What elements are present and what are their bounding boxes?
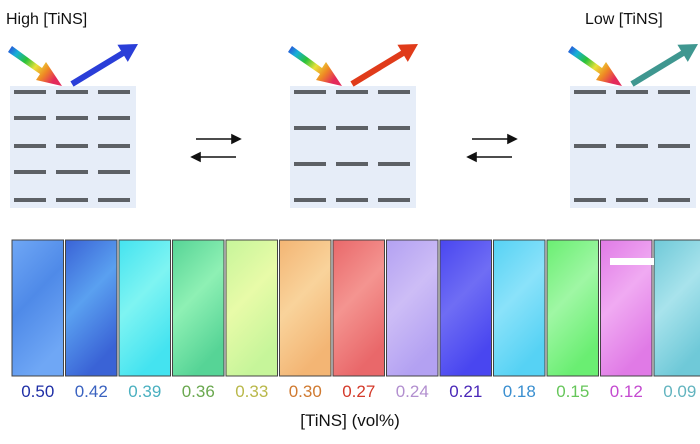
color-swatch <box>493 239 546 377</box>
color-swatch-strip <box>11 239 700 377</box>
concentration-value: 0.39 <box>128 382 162 401</box>
nanosheet-layer <box>616 198 648 202</box>
color-swatch <box>11 239 64 377</box>
nanosheet-layer <box>658 198 690 202</box>
concentration-value: 0.18 <box>502 382 536 401</box>
color-swatch <box>386 239 439 377</box>
nanosheet-layer <box>294 198 326 202</box>
concentration-value: 0.30 <box>288 382 322 401</box>
equilibrium-arrows-left <box>190 133 242 163</box>
nanosheet-layer <box>56 198 88 202</box>
nanosheet-layer <box>658 144 690 148</box>
nanosheet-layer <box>574 144 606 148</box>
concentration-value: 0.36 <box>181 382 215 401</box>
incident-light-arrow <box>568 46 622 86</box>
concentration-value: 0.15 <box>556 382 590 401</box>
concentration-value: 0.27 <box>342 382 376 401</box>
nanosheet-layer <box>56 144 88 148</box>
color-swatch <box>332 239 385 377</box>
nanosheet-layer <box>574 90 606 94</box>
color-swatch <box>546 239 599 377</box>
panel-mid <box>288 44 418 208</box>
nanosheet-layer <box>378 90 410 94</box>
scale-bar <box>610 258 654 265</box>
nanosheet-layer <box>658 90 690 94</box>
panel-low <box>568 44 698 208</box>
nanosheet-layer <box>378 198 410 202</box>
nanosheet-layer <box>98 198 130 202</box>
nanosheet-layer <box>378 126 410 130</box>
axis-label: [TiNS] (vol%) <box>300 411 400 430</box>
reflected-light-arrow <box>350 44 418 87</box>
nanosheet-layer <box>98 144 130 148</box>
equilibrium-arrows-right <box>466 133 518 163</box>
nanosheet-layer <box>294 90 326 94</box>
color-swatch <box>279 239 332 377</box>
nanosheet-layer <box>378 162 410 166</box>
low-concentration-label: Low [TiNS] <box>585 11 663 28</box>
nanosheet-layer <box>336 198 368 202</box>
concentration-value: 0.50 <box>21 382 55 401</box>
nanosheet-layer <box>56 90 88 94</box>
color-swatch <box>225 239 278 377</box>
concentration-value: 0.24 <box>395 382 429 401</box>
incident-light-arrow <box>8 46 62 86</box>
nanosheet-layer <box>14 116 46 120</box>
concentration-value: 0.42 <box>74 382 108 401</box>
nanosheet-layer <box>98 170 130 174</box>
nanosheet-layer <box>294 162 326 166</box>
nanosheet-layer <box>98 116 130 120</box>
color-swatch <box>118 239 171 377</box>
nanosheet-layer <box>14 144 46 148</box>
nanosheet-layer <box>56 116 88 120</box>
nanosheet-layer <box>616 90 648 94</box>
incident-light-arrow <box>288 46 342 86</box>
concentration-value: 0.12 <box>609 382 643 401</box>
panel-box <box>290 86 416 208</box>
color-swatch <box>439 239 492 377</box>
nanosheet-layer <box>574 198 606 202</box>
nanosheet-layer <box>616 144 648 148</box>
nanosheet-layer <box>294 126 326 130</box>
layer-panels <box>8 44 698 208</box>
nanosheet-layer <box>14 198 46 202</box>
nanosheet-layer <box>98 90 130 94</box>
nanosheet-layer <box>336 162 368 166</box>
color-swatch <box>653 239 700 377</box>
panel-high <box>8 44 138 208</box>
concentration-value: 0.21 <box>449 382 483 401</box>
high-concentration-label: High [TiNS] <box>6 11 88 28</box>
color-swatch <box>65 239 118 377</box>
concentration-value: 0.33 <box>235 382 269 401</box>
concentration-value: 0.09 <box>663 382 697 401</box>
nanosheet-layer <box>336 90 368 94</box>
reflected-light-arrow <box>70 44 138 87</box>
nanosheet-layer <box>14 170 46 174</box>
color-swatch <box>172 239 225 377</box>
nanosheet-layer <box>336 126 368 130</box>
nanosheet-layer <box>56 170 88 174</box>
reflected-light-arrow <box>630 44 698 87</box>
nanosheet-layer <box>14 90 46 94</box>
